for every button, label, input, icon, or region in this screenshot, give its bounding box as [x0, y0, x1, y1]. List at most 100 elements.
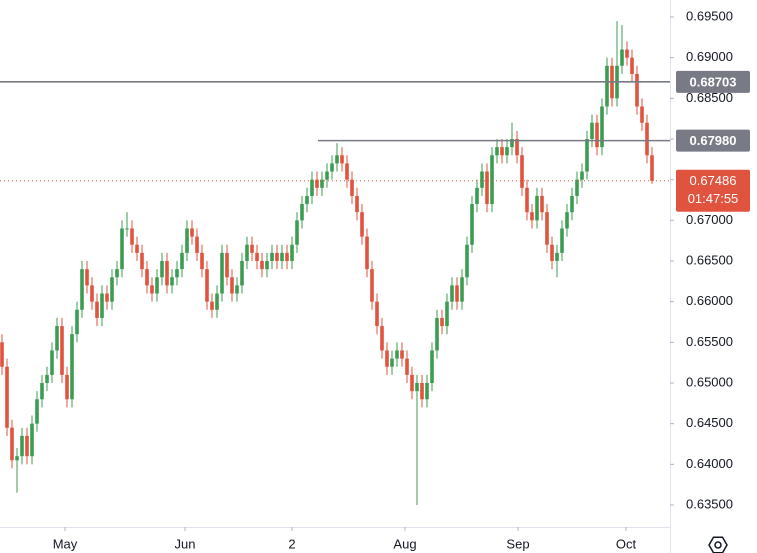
candle-body: [375, 301, 379, 327]
candle-body: [90, 285, 94, 302]
candle-body: [275, 252, 279, 261]
candle-body: [510, 139, 514, 148]
y-tick-label: 0.67000: [686, 212, 733, 227]
candle-body: [355, 195, 359, 213]
candle-body: [600, 106, 604, 148]
candle-body: [100, 293, 104, 318]
candle-body: [295, 220, 299, 245]
candle-body: [415, 383, 419, 392]
candle-body: [455, 285, 459, 302]
candle-body: [410, 374, 414, 392]
candle-body: [125, 228, 129, 230]
candle-body: [150, 285, 154, 294]
candle-body: [315, 179, 319, 188]
candle-body: [80, 269, 84, 310]
x-tick-label: Sep: [506, 536, 529, 551]
candle-body: [5, 366, 9, 428]
level-label: 0.67980: [690, 133, 737, 148]
candle-body: [530, 212, 534, 221]
candle-body: [105, 293, 109, 302]
candle-body: [490, 155, 494, 205]
candle-body: [30, 423, 34, 457]
candle-body: [145, 269, 149, 286]
candle-body: [305, 195, 309, 205]
candle-body: [625, 49, 629, 58]
candle-body: [650, 155, 654, 181]
candle-body: [280, 252, 284, 261]
plot-area: [0, 21, 654, 505]
candle-body: [580, 171, 584, 180]
candle-body: [335, 155, 339, 164]
candle-body: [640, 106, 644, 123]
candle-body: [480, 171, 484, 188]
candle-body: [230, 277, 234, 294]
candle-body: [585, 139, 589, 172]
candle-body: [235, 285, 239, 294]
candle-body: [635, 73, 639, 107]
candle-body: [120, 228, 124, 270]
candle-body: [85, 269, 89, 286]
candle-body: [65, 374, 69, 400]
settings-icon-dot: [714, 541, 722, 549]
candle-body: [570, 195, 574, 213]
candle-body: [190, 228, 194, 237]
candle-body: [130, 228, 134, 245]
y-tick-label: 0.69500: [686, 8, 733, 23]
candle-body: [250, 244, 254, 253]
candle-body: [470, 204, 474, 245]
y-tick-label: 0.66500: [686, 252, 733, 267]
candle-body: [95, 301, 99, 318]
candle-body: [165, 261, 169, 286]
candle-body: [200, 252, 204, 270]
candle-body: [520, 155, 524, 188]
candle-body: [185, 228, 189, 253]
candle-body: [255, 252, 259, 261]
candle-body: [595, 122, 599, 148]
candle-body: [465, 244, 469, 278]
candle-body: [590, 122, 594, 139]
candle-body: [380, 326, 384, 351]
candle-body: [525, 187, 529, 213]
candle-body: [385, 350, 389, 367]
candle-body: [205, 269, 209, 302]
candle-body: [430, 350, 434, 383]
candle-body: [115, 269, 119, 278]
candle-body: [245, 244, 249, 261]
candle-body: [350, 179, 354, 196]
candle-body: [300, 204, 304, 221]
candle-body: [515, 139, 519, 156]
x-tick-label: May: [53, 536, 78, 551]
candle-body: [75, 309, 79, 335]
candle-body: [240, 261, 244, 286]
candle-body: [365, 236, 369, 270]
candle-body: [505, 147, 509, 156]
candle-body: [40, 383, 44, 400]
candle-body: [260, 261, 264, 270]
candle-body: [225, 252, 229, 278]
candle-body: [0, 342, 4, 367]
candle-body: [360, 212, 364, 237]
candle-body: [70, 334, 74, 400]
candle-body: [55, 326, 59, 351]
candle-body: [220, 252, 224, 294]
candle-body: [390, 358, 394, 367]
y-tick-label: 0.66000: [686, 293, 733, 308]
candle-body: [645, 122, 649, 156]
candle-body: [485, 171, 489, 205]
y-tick-label: 0.65500: [686, 334, 733, 349]
candle-body: [320, 179, 324, 188]
candle-body: [175, 269, 179, 278]
candle-body: [475, 187, 479, 205]
candle-body: [325, 171, 329, 180]
candle-body: [370, 269, 374, 302]
candle-body: [340, 155, 344, 164]
candle-body: [180, 252, 184, 270]
y-tick-label: 0.65000: [686, 374, 733, 389]
candle-body: [50, 350, 54, 375]
candle-body: [405, 358, 409, 375]
candle-body: [425, 383, 429, 400]
candle-body: [540, 195, 544, 213]
candle-body: [560, 228, 564, 253]
candle-body: [10, 427, 14, 461]
